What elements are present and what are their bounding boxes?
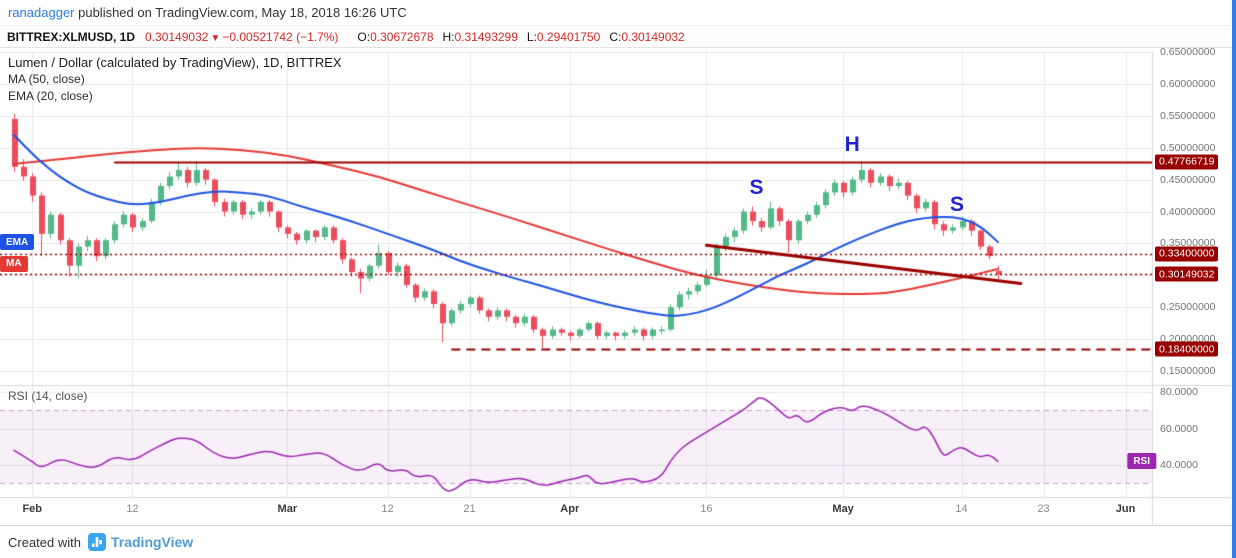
- low-label: L:: [526, 30, 537, 44]
- high-value: 0.31493299: [454, 30, 518, 44]
- down-arrow-icon: ▼: [210, 33, 221, 44]
- close-value: 0.30149032: [621, 30, 685, 44]
- open-value: 0.30672678: [370, 30, 434, 44]
- tradingview-logo-text: TradingView: [110, 534, 194, 550]
- username-link[interactable]: ranadagger: [8, 5, 75, 20]
- high-label: H:: [442, 30, 455, 44]
- close-label: C:: [609, 30, 622, 44]
- right-accent-strip: [1232, 0, 1236, 558]
- tradingview-logo[interactable]: TradingView: [87, 533, 194, 551]
- footer-bar: Created with TradingView: [0, 525, 1236, 558]
- symbol-info-bar: BITTREX:XLMUSD, 1D 0.30149032 ▼ −0.00521742…: [0, 26, 1236, 48]
- tradingview-logo-icon: [87, 533, 106, 551]
- open-label: O:: [357, 30, 371, 44]
- publish-text: published on TradingView.com, May 18, 20…: [74, 5, 407, 20]
- created-with-text: Created with: [8, 534, 81, 550]
- symbol-name: BITTREX:XLMUSD, 1D: [7, 30, 136, 44]
- price-change: −0.00521742 (−1.7%): [222, 30, 339, 44]
- publish-bar: ranadagger published on TradingView.com,…: [0, 0, 1236, 26]
- low-value: 0.29401750: [536, 30, 601, 44]
- last-price: 0.30149032: [145, 30, 209, 44]
